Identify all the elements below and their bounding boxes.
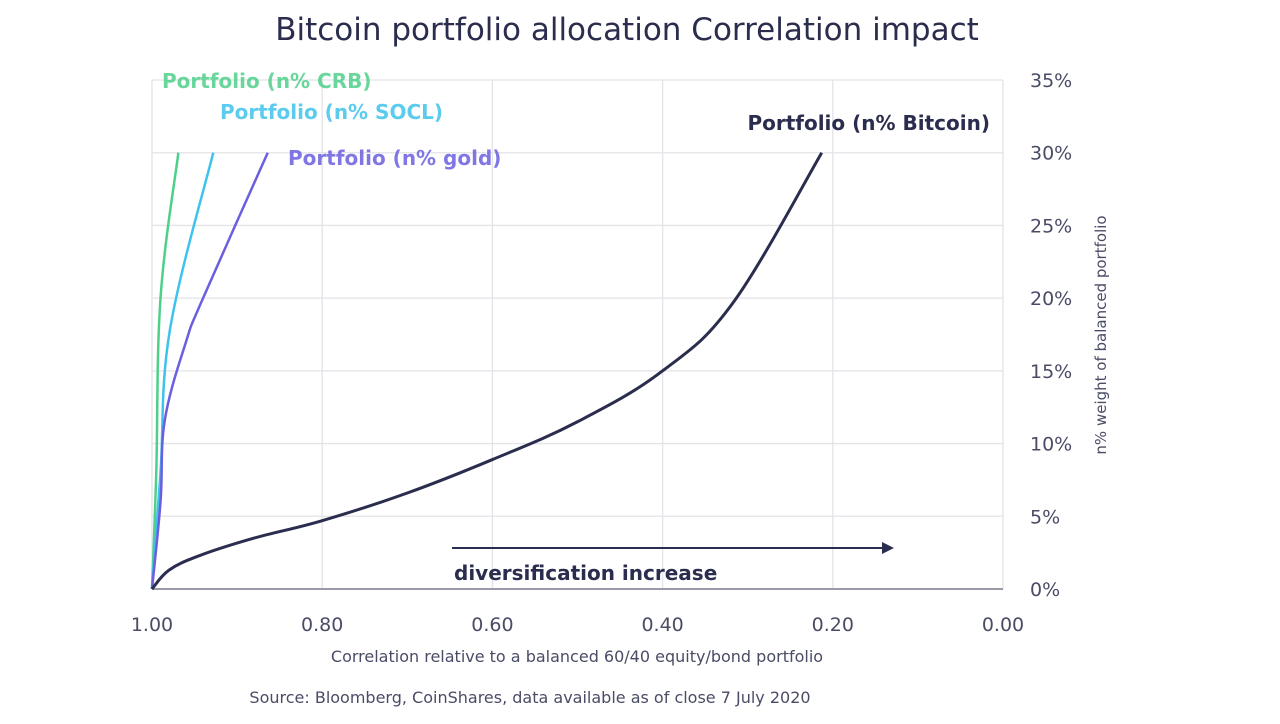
series-label: Portfolio (n% gold): [288, 146, 501, 170]
y-tick-label: 20%: [1030, 288, 1072, 310]
series-label: Portfolio (n% CRB): [162, 69, 372, 93]
source-note: Source: Bloomberg, CoinShares, data avai…: [249, 688, 810, 707]
series-label: Portfolio (n% Bitcoin): [747, 111, 990, 135]
y-axis-ticks: 0% 5% 10% 15% 20% 25% 30% 35%: [1030, 70, 1072, 601]
y-axis-label: n% weight of balanced portfolio: [1092, 215, 1110, 454]
series-line: [150, 152, 215, 590]
series-line: [150, 152, 269, 590]
series-line: [150, 152, 180, 590]
x-tick-label: 0.00: [982, 614, 1024, 636]
y-tick-label: 25%: [1030, 215, 1072, 237]
series-label: Portfolio (n% SOCL): [220, 100, 443, 124]
x-tick-label: 0.80: [301, 614, 343, 636]
x-axis-label: Correlation relative to a balanced 60/40…: [331, 647, 823, 666]
y-tick-label: 30%: [1030, 143, 1072, 165]
x-tick-label: 0.40: [641, 614, 683, 636]
y-tick-label: 5%: [1030, 506, 1060, 528]
y-tick-label: 10%: [1030, 434, 1072, 456]
x-tick-label: 1.00: [131, 614, 173, 636]
series-lines: [150, 151, 824, 591]
y-tick-label: 35%: [1030, 70, 1072, 92]
arrow-head-icon: [882, 542, 894, 554]
y-tick-label: 0%: [1030, 579, 1060, 601]
series-line: [150, 151, 824, 591]
x-tick-label: 0.60: [471, 614, 513, 636]
diversification-annotation: diversification increase: [454, 561, 717, 585]
chart-title: Bitcoin portfolio allocation Correlation…: [275, 12, 979, 48]
y-tick-label: 15%: [1030, 361, 1072, 383]
series-labels: Portfolio (n% CRB) Portfolio (n% SOCL) Por…: [162, 69, 990, 170]
grid: [151, 79, 1004, 590]
x-axis-ticks: 1.00 0.80 0.60 0.40 0.20 0.00: [131, 614, 1024, 636]
x-tick-label: 0.20: [812, 614, 854, 636]
